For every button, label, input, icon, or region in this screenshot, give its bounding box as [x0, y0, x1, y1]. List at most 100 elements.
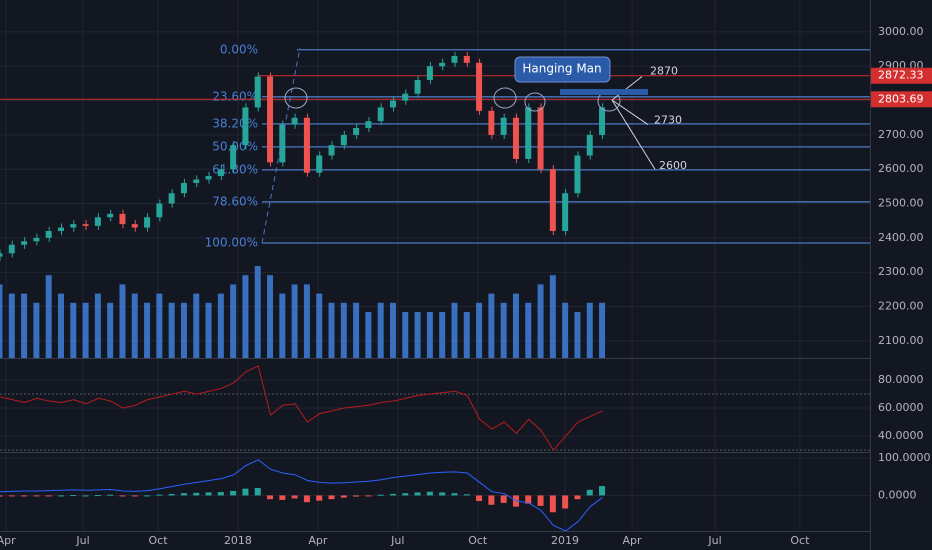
macd-histogram-bar [180, 493, 187, 496]
volume-bar [476, 302, 483, 358]
price-label-box [871, 67, 932, 84]
macd-histogram-bar [57, 495, 64, 497]
candle-body [512, 117, 519, 159]
volume-bar [291, 284, 298, 358]
candle-body [414, 79, 421, 94]
fib-label: 78.60% [212, 194, 258, 208]
candle-body [353, 128, 360, 135]
volume-bar [45, 275, 52, 358]
x-tick-label: Apr [623, 534, 643, 547]
macd-histogram-bar [131, 495, 138, 497]
y-tick-label: 40.0000 [878, 429, 924, 442]
macd-histogram-bar [230, 490, 237, 496]
volume-bar [512, 293, 519, 358]
price-label: 2872.33 [878, 69, 924, 82]
volume-bar [242, 275, 249, 358]
candle-body [94, 217, 101, 226]
x-tick-label: Jul [707, 534, 721, 547]
candle-body [82, 224, 89, 226]
candle-body [463, 55, 470, 63]
macd-histogram-bar [168, 493, 175, 496]
macd-histogram-bar [193, 492, 200, 496]
macd-histogram-bar [525, 495, 532, 504]
candle-body [586, 134, 593, 156]
macd-histogram-bar [537, 495, 544, 506]
volume-bar [340, 302, 347, 358]
macd-histogram-bar [156, 494, 163, 496]
volume-bar [414, 312, 421, 358]
macd-histogram-bar [451, 493, 458, 496]
x-tick-label: Oct [790, 534, 810, 547]
macd-histogram-bar [377, 494, 384, 496]
macd-histogram-bar [119, 495, 126, 497]
volume-bar [230, 284, 237, 358]
candle-body [340, 134, 347, 146]
y-tick-label: 2500.00 [878, 197, 924, 210]
macd-histogram-bar [488, 495, 495, 505]
candle-body [107, 213, 114, 218]
target-arrow [611, 99, 649, 126]
volume-bar [426, 312, 433, 358]
volume-bar [144, 302, 151, 358]
x-tick-label: Jul [75, 534, 89, 547]
annotation-box [514, 56, 611, 83]
candle-body [230, 145, 237, 170]
fib-label: 23.60% [212, 89, 258, 103]
volume-bar [94, 293, 101, 358]
candle-body [21, 241, 28, 245]
candle-body [439, 62, 446, 67]
macd-histogram-bar [476, 495, 483, 502]
price-label: 2803.69 [878, 92, 924, 105]
candle-body [303, 117, 310, 173]
macd-histogram-bar [205, 492, 212, 496]
y-tick-label: 100.0000 [878, 451, 931, 464]
volume-bar [205, 302, 212, 358]
volume-bar [463, 312, 470, 358]
volume-bar [156, 293, 163, 358]
target-label: 2870 [650, 65, 678, 78]
fib-label: 100.00% [205, 236, 258, 250]
macd-line [0, 459, 603, 532]
volume-bar [525, 302, 532, 358]
candle-body [57, 227, 64, 232]
candle-body [402, 93, 409, 101]
volume-bar [389, 302, 396, 358]
volume-bar [599, 302, 606, 358]
y-tick-label: 2600.00 [878, 162, 924, 175]
macd-histogram-bar [144, 495, 151, 497]
highlight-circle [493, 87, 517, 109]
volume-bar [562, 302, 569, 358]
candle-body [537, 107, 544, 170]
y-tick-label: 2400.00 [878, 231, 924, 244]
volume-bar [574, 312, 581, 358]
macd-histogram-bar [279, 495, 286, 500]
macd-histogram-bar [70, 495, 77, 497]
fib-trend-line [261, 47, 301, 244]
macd-histogram-bar [574, 495, 581, 500]
volume-bar [168, 302, 175, 358]
candle-body [574, 155, 581, 194]
y-tick-label: 3000.00 [878, 25, 924, 38]
x-tick-label: 2018 [224, 534, 252, 547]
candle-body [488, 110, 495, 135]
target-label: 2730 [654, 114, 682, 127]
volume-bar [180, 302, 187, 358]
candle-body [254, 76, 261, 108]
volume-bar [8, 293, 15, 358]
highlight-circle [284, 87, 308, 109]
candle-body [316, 155, 323, 173]
fib-label: 0.00% [220, 42, 258, 56]
candle-body [242, 107, 249, 146]
candle-body [365, 121, 372, 129]
candle-body [476, 62, 483, 111]
y-tick-label: 2200.00 [878, 300, 924, 313]
volume-bar [193, 293, 200, 358]
x-tick-label: Apr [0, 534, 16, 547]
candle-body [205, 176, 212, 180]
macd-histogram-bar [107, 494, 114, 496]
rsi-line [0, 365, 603, 451]
volume-bar [279, 293, 286, 358]
macd-histogram-bar [291, 495, 298, 499]
candle-body [562, 193, 569, 232]
x-tick-label: Oct [148, 534, 168, 547]
